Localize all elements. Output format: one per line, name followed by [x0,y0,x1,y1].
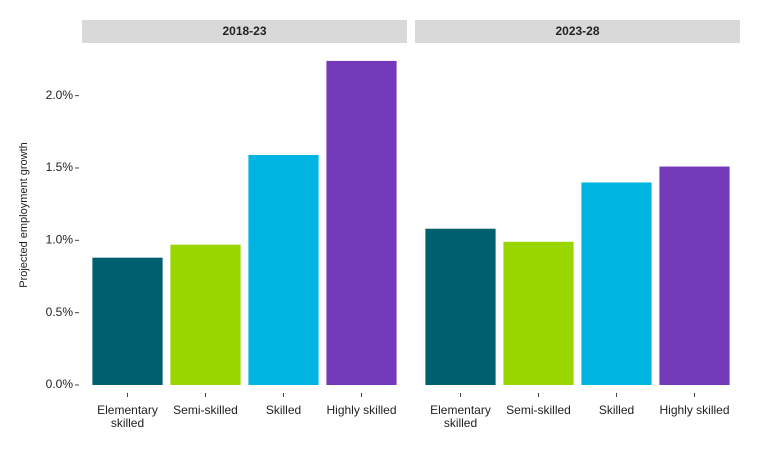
facet-strip [415,20,740,43]
facet-title: 2018-23 [222,24,266,38]
facet-title: 2023-28 [555,24,599,38]
bar [248,154,319,385]
bar [326,60,397,386]
bar [659,166,730,385]
x-tick-label: Skilled [265,403,302,417]
x-tick-label: Highly skilled [326,403,397,417]
y-tick-label: 2.0% [46,88,74,102]
bar [503,241,574,385]
y-tick-label: 1.0% [46,232,74,246]
bar [92,257,163,385]
y-axis-label: Projected employment growth [18,142,30,288]
bar [170,244,241,385]
facet-strip [82,20,407,43]
x-tick-label: Skilled [598,403,635,417]
x-tick-label: Elementary skilled [97,403,158,430]
x-tick-label: Highly skilled [659,403,730,417]
y-tick-label: 0.5% [46,305,74,319]
x-tick-label: Elementary skilled [430,403,491,430]
y-tick-label: 0.0% [46,377,74,391]
y-tick-label: 1.5% [46,160,74,174]
x-tick-label: Semi-skilled [173,403,238,417]
x-tick-label: Semi-skilled [506,403,571,417]
bar [581,182,652,385]
bar [425,228,496,385]
